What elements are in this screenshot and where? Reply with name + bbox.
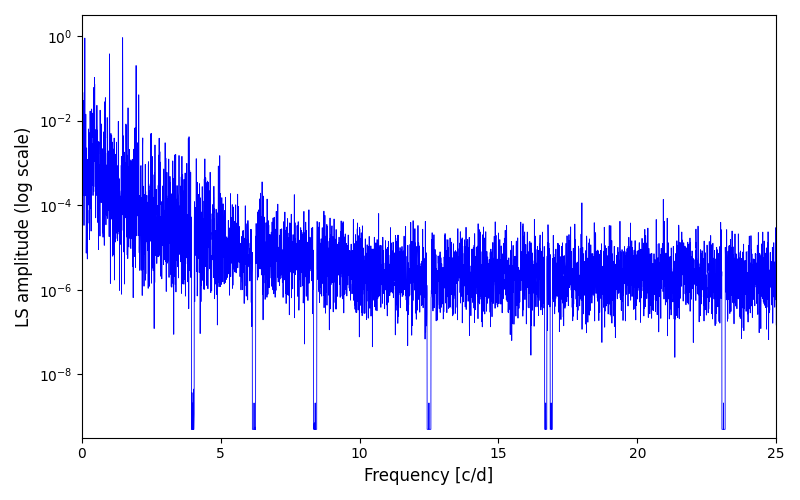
X-axis label: Frequency [c/d]: Frequency [c/d] <box>364 467 494 485</box>
Y-axis label: LS amplitude (log scale): LS amplitude (log scale) <box>15 126 33 326</box>
